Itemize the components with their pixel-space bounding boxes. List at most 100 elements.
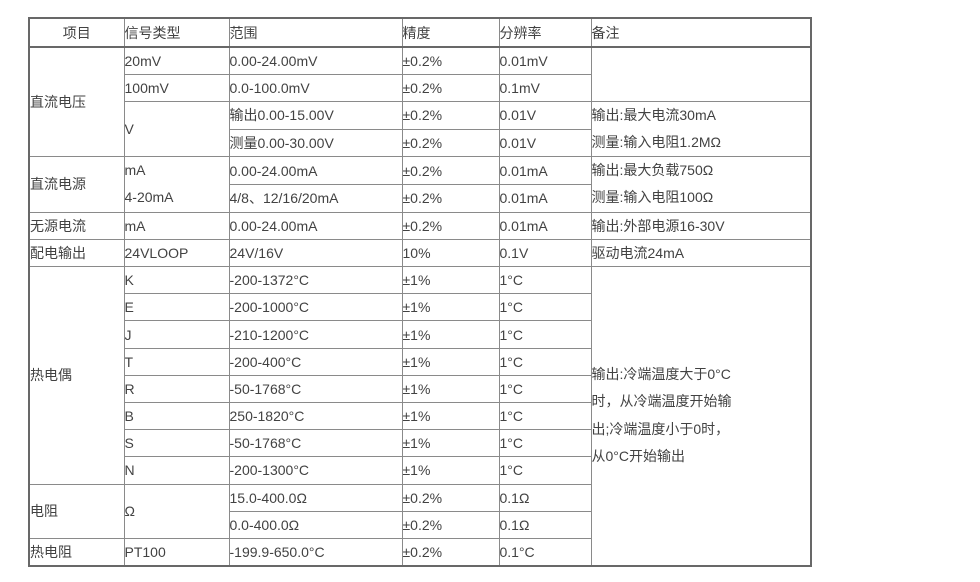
signal-line: mA: [124, 162, 146, 179]
cell-accuracy: ±0.2%: [401, 537, 500, 567]
header-cell-resolution: 分辨率: [498, 17, 592, 48]
cell-resolution: 1°C: [498, 320, 592, 349]
cell-accuracy: ±0.2%: [401, 100, 500, 130]
table-row: T -200-400°C ±1% 1°C: [29, 347, 811, 376]
table-header-row: 项目 信号类型 范围 精度 分辨率 备注: [28, 17, 812, 48]
cell-signal-type: 20mV: [123, 46, 230, 75]
cell-accuracy: ±1%: [401, 401, 500, 431]
table-row: S -50-1768°C ±1% 1°C: [29, 429, 811, 458]
cell-range: -210-1200°C: [228, 320, 403, 349]
cell-accuracy: 10%: [401, 238, 500, 268]
header-cell-accuracy: 精度: [401, 17, 500, 48]
cell-resolution: 0.1Ω: [498, 510, 592, 539]
remark-line: 测量:输入电阻1.2MΩ: [591, 134, 721, 151]
cell-resolution: 1°C: [498, 401, 592, 431]
cell-range: -200-1000°C: [228, 293, 403, 322]
table-row: E -200-1000°C ±1% 1°C: [29, 293, 811, 322]
cell-range: 250-1820°C: [228, 401, 403, 431]
cell-accuracy: ±0.2%: [401, 483, 500, 512]
cell-item-thermocouple: 热电偶: [28, 266, 125, 485]
cell-remark: 驱动电流24mA: [590, 238, 812, 268]
table-row: B 250-1820°C ±1% 1°C: [29, 401, 811, 431]
table-row: 直流电压 20mV 0.00-24.00mV ±0.2% 0.01mV: [28, 46, 812, 158]
cell-resolution: 0.1V: [498, 238, 592, 268]
table-row: 4/8、12/16/20mA ±0.2% 0.01mA: [29, 183, 811, 213]
cell-accuracy: ±0.2%: [401, 183, 500, 213]
cell-signal-type: V: [123, 100, 230, 158]
cell-remark-empty: [590, 46, 812, 102]
table-row: 测量0.00-30.00V ±0.2% 0.01V: [29, 128, 811, 158]
cell-accuracy: ±0.2%: [401, 46, 500, 75]
cell-range: 0.0-100.0mV: [228, 73, 403, 102]
cell-range: 0.0-400.0Ω: [228, 510, 403, 539]
remark-line: 输出:最大负载750Ω: [591, 162, 714, 179]
table-row: 直流电源 mA 4-20mA 0.00-24.00mA ±0.2% 0.01mA…: [28, 156, 812, 213]
cell-resolution: 0.01mA: [498, 211, 592, 240]
cell-range: -199.9-650.0°C: [228, 537, 403, 567]
table-row: V 输出0.00-15.00V ±0.2% 0.01V 输出:最大电流30mA …: [29, 100, 812, 158]
cell-signal-type: R: [123, 374, 230, 404]
remark-line: 出;冷端温度小于0时，: [591, 420, 730, 437]
remark-line: 从0°C开始输出: [591, 448, 685, 465]
remark-line: 测量:输入电阻100Ω: [591, 189, 714, 206]
cell-range: 0.00-24.00mV: [228, 46, 403, 75]
cell-signal-type: 24VLOOP: [123, 238, 230, 268]
cell-item-loop-output: 配电输出: [28, 238, 125, 268]
cell-remark-cold-junction: 输出:冷端温度大于0°C 时，从冷端温度开始输 出;冷端温度小于0时， 从0°C…: [590, 266, 812, 567]
cell-remark: 输出:最大负载750Ω 测量:输入电阻100Ω: [590, 156, 812, 213]
cell-range: -50-1768°C: [228, 374, 403, 404]
cell-resolution: 0.01mA: [498, 183, 592, 213]
header-cell-remark: 备注: [590, 17, 812, 48]
cell-accuracy: ±1%: [401, 374, 500, 404]
cell-resolution: 1°C: [498, 374, 592, 404]
cell-range: 输出0.00-15.00V: [228, 100, 403, 130]
cell-resolution: 1°C: [498, 293, 592, 322]
remark-line: 时，从冷端温度开始输: [591, 393, 732, 410]
cell-signal-type: 100mV: [123, 73, 230, 102]
cell-item-dc-voltage: 直流电压: [28, 46, 125, 158]
table-row: 配电输出 24VLOOP 24V/16V 10% 0.1V 驱动电流24mA: [28, 238, 812, 268]
spec-table: 项目 信号类型 范围 精度 分辨率 备注 直流电压 20mV 0.00-24.0…: [28, 17, 812, 567]
table-row: 热电阻 PT100 -199.9-650.0°C ±0.2% 0.1°C: [28, 537, 811, 567]
cell-resolution: 0.01V: [498, 128, 592, 158]
cell-resolution: 0.1Ω: [498, 483, 592, 512]
cell-accuracy: ±0.2%: [401, 128, 500, 158]
cell-range: -50-1768°C: [228, 429, 403, 458]
cell-resolution: 0.1°C: [498, 537, 592, 567]
table-row: 无源电流 mA 0.00-24.00mA ±0.2% 0.01mA 输出:外部电…: [28, 211, 812, 240]
cell-resolution: 1°C: [498, 429, 592, 458]
cell-signal-type: Ω: [123, 483, 230, 539]
cell-resolution: 0.1mV: [498, 73, 592, 102]
cell-resolution: 0.01V: [498, 100, 592, 130]
cell-range: 0.00-24.00mA: [228, 211, 403, 240]
cell-signal-type: N: [123, 456, 230, 485]
cell-item-passive-current: 无源电流: [28, 211, 125, 240]
cell-range: 24V/16V: [228, 238, 403, 268]
cell-signal-type: E: [123, 293, 230, 322]
cell-range: 0.00-24.00mA: [228, 156, 403, 185]
table-row: R -50-1768°C ±1% 1°C: [29, 374, 811, 404]
cell-range: -200-1300°C: [228, 456, 403, 485]
header-cell-signal-type: 信号类型: [123, 17, 230, 48]
cell-accuracy: ±1%: [401, 456, 500, 485]
cell-accuracy: ±0.2%: [401, 211, 500, 240]
cell-signal-type: B: [123, 401, 230, 431]
cell-resolution: 0.01mV: [498, 46, 592, 75]
cell-range: 15.0-400.0Ω: [228, 483, 403, 512]
cell-signal-type: T: [123, 347, 230, 376]
cell-accuracy: ±1%: [401, 266, 500, 295]
cell-accuracy: ±0.2%: [401, 510, 500, 539]
cell-signal-type: mA: [123, 211, 230, 240]
cell-resolution: 1°C: [498, 347, 592, 376]
cell-accuracy: ±1%: [401, 293, 500, 322]
cell-accuracy: ±0.2%: [401, 73, 500, 102]
remark-line: 输出:最大电流30mA: [591, 106, 716, 123]
cell-range: -200-1372°C: [228, 266, 403, 295]
cell-range: 4/8、12/16/20mA: [228, 183, 403, 213]
cell-item-dc-source: 直流电源: [28, 156, 125, 213]
cell-accuracy: ±1%: [401, 347, 500, 376]
signal-line: 4-20mA: [124, 189, 174, 206]
cell-resolution: 0.01mA: [498, 156, 592, 185]
cell-resolution: 1°C: [498, 266, 592, 295]
cell-accuracy: ±1%: [401, 429, 500, 458]
